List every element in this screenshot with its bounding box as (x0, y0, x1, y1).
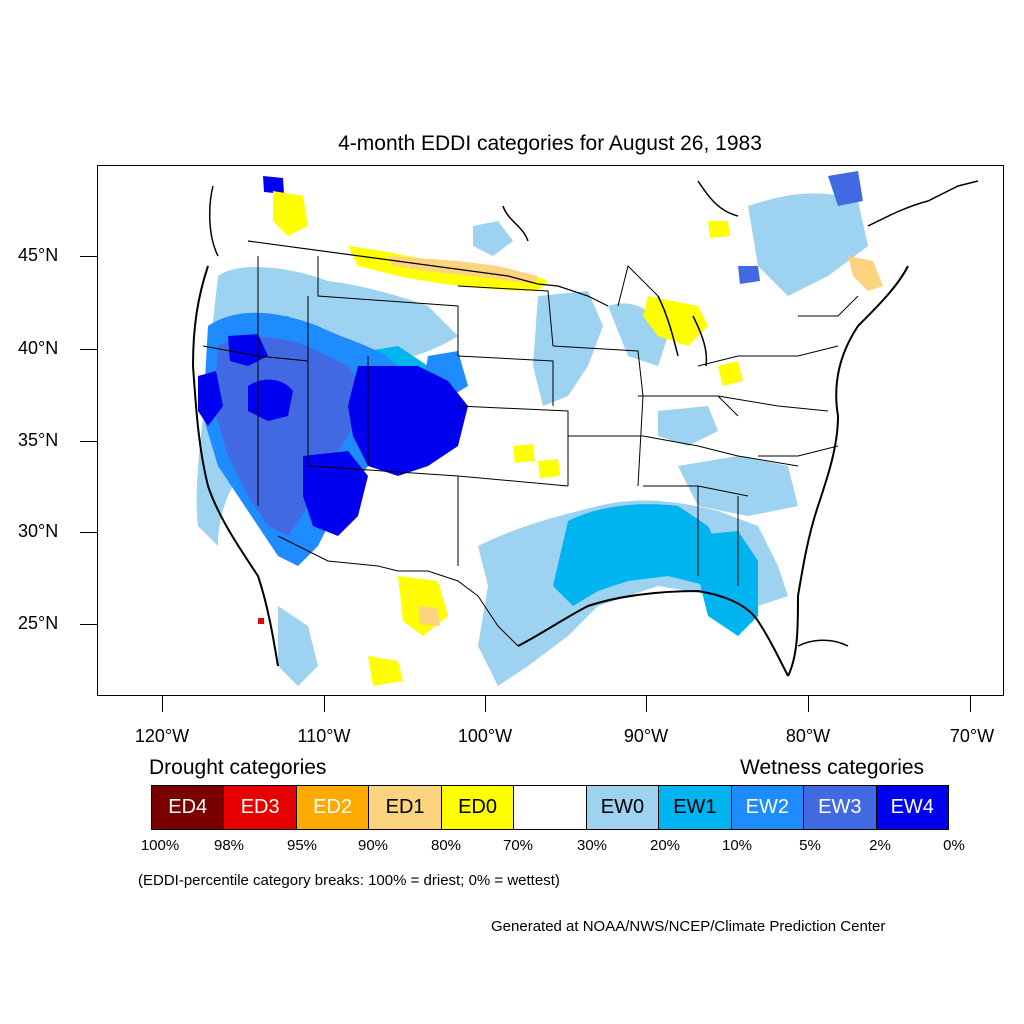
map-canvas (191, 171, 979, 686)
legend-ed3-label: ED3 (240, 796, 280, 818)
percent-break: 100% (140, 837, 180, 854)
percent-break: 5% (799, 837, 821, 854)
percent-break: 10% (721, 837, 753, 854)
map-title: 4-month EDDI categories for August 26, 1… (338, 132, 762, 155)
legend-ew0-label: EW0 (600, 796, 645, 818)
legend-ed2-label: ED2 (313, 796, 353, 818)
legend-ew1: EW1 (659, 786, 732, 829)
lat-label-35: 35°N (18, 430, 59, 450)
lon-tick (970, 696, 971, 712)
legend-ew3-label: EW3 (818, 796, 862, 818)
category-breaks-note: (EDDI-percentile category breaks: 100% =… (138, 872, 560, 889)
legend-ed0-label: ED0 (458, 796, 497, 818)
lon-label-70: 70°W (949, 726, 995, 746)
percent-break: 80% (430, 837, 462, 854)
lon-label-110: 110°W (297, 726, 351, 746)
lon-tick (646, 696, 647, 712)
percent-break: 20% (649, 837, 681, 854)
legend-ew1-label: EW1 (673, 796, 717, 818)
legend-ed4-label: ED4 (168, 796, 208, 818)
drought-categories-heading: Drought categories (149, 756, 327, 779)
legend-ed0: ED0 (441, 786, 515, 829)
lat-tick (80, 624, 97, 625)
lon-tick (808, 696, 809, 712)
ed3-regions (258, 618, 264, 624)
lat-label-40: 40°N (18, 338, 59, 358)
lon-label-100: 100°W (457, 726, 513, 746)
lat-label-25: 25°N (18, 613, 59, 633)
legend-ed1: ED1 (369, 786, 442, 829)
legend-ew0: EW0 (586, 786, 660, 829)
percent-break: 2% (869, 837, 891, 854)
lat-tick (80, 441, 97, 442)
lat-label-30: 30°N (18, 521, 59, 541)
lat-tick (80, 532, 97, 533)
category-legend: ED4 ED3 ED2 ED1 ED0 EW0 EW1 EW2 EW3 EW4 (151, 785, 949, 830)
percent-break: 30% (576, 837, 608, 854)
lon-label-80: 80°W (785, 726, 831, 746)
percent-break: 95% (286, 837, 318, 854)
eddi-map (97, 165, 1004, 696)
percent-break: 90% (357, 837, 389, 854)
lat-tick (80, 256, 97, 257)
legend-ew2: EW2 (731, 786, 805, 829)
percent-break: 70% (502, 837, 534, 854)
legend-ed2: ED2 (296, 786, 370, 829)
lon-label-120: 120°W (134, 726, 190, 746)
lon-label-90: 90°W (623, 726, 669, 746)
lon-tick (324, 696, 325, 712)
legend-ew3: EW3 (804, 786, 877, 829)
legend-neutral (514, 786, 587, 829)
lat-tick (80, 349, 97, 350)
legend-ed1-label: ED1 (385, 796, 425, 818)
lon-tick (162, 696, 163, 712)
ew4-regions (198, 176, 468, 536)
legend-ew2-label: EW2 (745, 796, 790, 818)
boundary-lines (191, 180, 979, 677)
legend-ew4: EW4 (876, 786, 948, 829)
legend-ed4: ED4 (152, 786, 225, 829)
percent-break: 98% (213, 837, 245, 854)
legend-ed3: ED3 (224, 786, 297, 829)
percent-break: 0% (943, 837, 965, 854)
lat-label-45: 45°N (18, 245, 59, 265)
lon-tick (485, 696, 486, 712)
wetness-categories-heading: Wetness categories (740, 756, 925, 779)
credit-line: Generated at NOAA/NWS/NCEP/Climate Predi… (491, 918, 886, 935)
legend-ew4-label: EW4 (890, 796, 934, 818)
